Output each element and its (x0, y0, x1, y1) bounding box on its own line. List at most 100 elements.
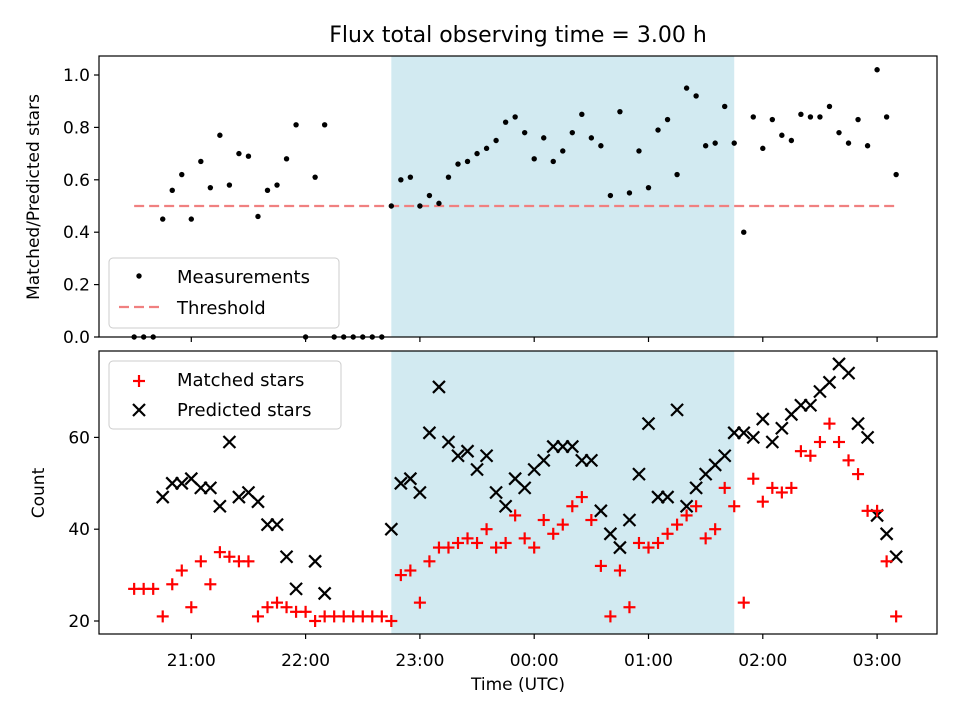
measurement-point (722, 103, 728, 110)
measurement-point (712, 140, 718, 146)
matched-point (271, 596, 284, 609)
measurement-point (502, 119, 509, 125)
predicted-point (479, 448, 494, 463)
measurement-point (779, 132, 785, 138)
predicted-point (498, 499, 513, 514)
matched-point (547, 527, 560, 540)
top-x-ticks (190, 337, 878, 342)
top-y-tick-label: 0.4 (63, 223, 90, 243)
bottom-shaded-interval (391, 351, 735, 634)
measurement-point (826, 103, 833, 110)
predicted-point (803, 398, 818, 413)
matched-point (766, 481, 779, 494)
measurement-point (407, 174, 414, 180)
matched-point (880, 555, 893, 568)
predicted-legend-label: Predicted stars (177, 400, 311, 421)
matched-point (852, 468, 865, 481)
matched-point (299, 605, 312, 618)
matched-point (175, 564, 188, 577)
predicted-point (451, 448, 465, 463)
measurement-point (550, 158, 556, 165)
matched-point (204, 578, 217, 591)
predicted-point (860, 430, 875, 445)
matched-point (699, 532, 712, 545)
matched-point (566, 500, 579, 513)
matched-point (604, 610, 617, 623)
predicted-point (232, 490, 246, 504)
predicted-point (308, 554, 322, 569)
measurement-point (636, 148, 642, 154)
measurement-point (493, 137, 499, 144)
matched-point (404, 564, 417, 577)
measurement-point (817, 114, 823, 120)
matched-point (251, 610, 264, 623)
measurement-point (788, 137, 795, 144)
predicted-point (670, 403, 684, 417)
predicted-point (717, 448, 732, 463)
measurement-point (674, 171, 680, 178)
top-legend: Measurements Threshold (108, 257, 340, 329)
predicted-point (689, 481, 703, 495)
measurement-point (417, 203, 423, 209)
x-tick-label: 23:00 (395, 651, 444, 671)
measurement-point (236, 150, 242, 157)
measurement-point (693, 93, 699, 99)
matched-legend-marker (133, 375, 145, 387)
predicted-point (641, 416, 656, 431)
matched-point (185, 601, 198, 614)
matched-point (223, 550, 236, 563)
predicted-point (736, 426, 751, 440)
matched-point (556, 518, 569, 531)
x-tick-label: 02:00 (738, 651, 787, 671)
bottom-x-axis: 21:00 22:00 23:00 00:00 01:00 02:00 03:00 (167, 634, 902, 671)
predicted-point (470, 462, 484, 477)
matched-point (652, 536, 665, 549)
measurement-point (426, 192, 433, 199)
matched-point (728, 500, 741, 513)
measurement-point (607, 192, 614, 199)
measurement-point (579, 111, 585, 118)
matched-point (785, 481, 798, 494)
bottom-y-tick-label: 40 (68, 520, 90, 540)
measurement-point (560, 148, 566, 154)
matched-point (480, 523, 493, 536)
measurement-point (245, 153, 252, 159)
predicted-point (517, 481, 532, 495)
predicted-point (251, 494, 265, 509)
measurement-point (645, 184, 652, 191)
measurement-point (531, 156, 537, 162)
measurement-point (626, 190, 633, 196)
measurement-point (664, 116, 671, 123)
matched-point (747, 472, 760, 485)
measurement-point (845, 140, 852, 146)
measurement-point (588, 135, 595, 141)
measurement-point (169, 187, 175, 193)
measurement-point (655, 127, 661, 133)
predicted-point (841, 366, 856, 380)
predicted-point (679, 499, 694, 514)
measurement-point (683, 85, 690, 91)
x-tick-label: 21:00 (167, 651, 216, 671)
matched-point (147, 582, 160, 595)
matched-point (613, 564, 626, 577)
threshold-legend-label: Threshold (176, 298, 266, 319)
top-y-tick-label: 1.0 (63, 66, 90, 86)
matched-point (661, 527, 674, 540)
measurement-point (855, 116, 861, 123)
measurement-point (388, 203, 395, 209)
predicted-point (660, 490, 675, 504)
measurement-point (255, 213, 261, 220)
matched-point (261, 601, 274, 614)
matched-point (385, 615, 398, 627)
measurement-point (455, 161, 461, 167)
top-y-axis-label: Matched/Predicted stars (24, 94, 44, 300)
matched-point (794, 445, 807, 458)
bottom-y-axis-label: Count (29, 467, 49, 518)
x-axis-label: Time (UTC) (470, 675, 565, 695)
measurement-point (512, 114, 518, 120)
predicted-point (594, 504, 608, 518)
matched-point (509, 509, 522, 522)
measurement-point (741, 229, 747, 235)
predicted-point (317, 586, 332, 601)
